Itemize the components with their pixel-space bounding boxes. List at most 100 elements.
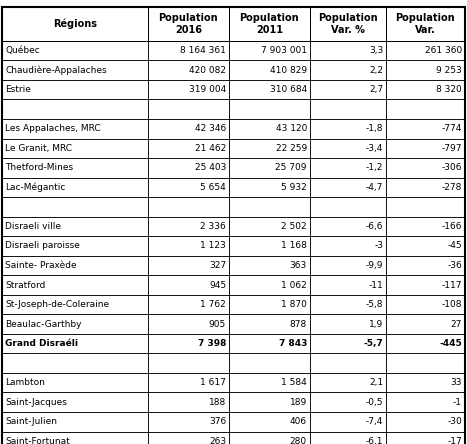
Bar [229,60,310,80]
Bar [2,353,148,373]
Bar [148,41,229,60]
Bar [386,295,465,314]
Bar [148,178,229,197]
Bar [229,197,310,217]
Bar [148,236,229,256]
Bar [229,353,310,373]
Bar [2,236,148,256]
Text: -3: -3 [374,242,383,250]
Text: -166: -166 [441,222,462,231]
Bar [386,99,465,119]
Bar [310,295,386,314]
Bar [229,353,310,373]
Text: Saint-Jacques: Saint-Jacques [5,398,67,407]
Bar [2,80,148,99]
Bar [2,373,148,392]
Text: 327: 327 [209,261,226,270]
Text: 319 004: 319 004 [189,85,226,94]
Bar [148,295,229,314]
Bar [386,119,465,139]
Bar [2,432,148,444]
Bar [148,158,229,178]
Bar [386,314,465,334]
Bar [310,119,386,139]
Bar [229,334,310,353]
Bar [386,236,465,256]
Bar [148,373,229,392]
Text: 280: 280 [290,437,307,444]
Text: 25 403: 25 403 [195,163,226,172]
Bar [2,412,148,432]
Text: Le Granit, MRC: Le Granit, MRC [5,144,72,153]
Bar [310,256,386,275]
Bar [310,334,386,353]
Text: Saint-Julien: Saint-Julien [5,417,57,426]
Bar [386,412,465,432]
Text: -11: -11 [368,281,383,289]
Text: -9,9: -9,9 [366,261,383,270]
Bar [148,334,229,353]
Bar [2,139,148,158]
Bar [229,236,310,256]
Text: Lac-Mégantic: Lac-Mégantic [5,182,65,192]
Text: 1,9: 1,9 [369,320,383,329]
Bar [148,275,229,295]
Text: -117: -117 [441,281,462,289]
Bar [148,256,229,275]
Bar [310,178,386,197]
Text: Lambton: Lambton [5,378,45,387]
Bar [386,158,465,178]
Bar [310,217,386,236]
Text: Population
2011: Population 2011 [240,13,299,35]
Bar [2,158,148,178]
Text: 2,7: 2,7 [369,85,383,94]
Text: 406: 406 [290,417,307,426]
Bar [148,60,229,80]
Bar [310,217,386,236]
Bar [229,41,310,60]
Bar [310,80,386,99]
Bar [229,236,310,256]
Bar [310,60,386,80]
Bar [148,412,229,432]
Bar [2,60,148,80]
Text: St-Joseph-de-Coleraine: St-Joseph-de-Coleraine [5,300,109,309]
Bar [386,353,465,373]
Bar [229,256,310,275]
Bar [2,80,148,99]
Text: 1 123: 1 123 [200,242,226,250]
Bar [2,217,148,236]
Bar [229,7,310,41]
Bar [148,392,229,412]
Bar [2,256,148,275]
Bar [148,392,229,412]
Text: Population
2016: Population 2016 [159,13,218,35]
Text: -5,7: -5,7 [363,339,383,348]
Bar [386,41,465,60]
Bar [386,236,465,256]
Text: 8 320: 8 320 [436,85,462,94]
Bar [148,256,229,275]
Bar [386,275,465,295]
Text: Saint-Fortunat: Saint-Fortunat [5,437,70,444]
Bar [148,99,229,119]
Text: Thetford-Mines: Thetford-Mines [5,163,73,172]
Bar [386,197,465,217]
Bar [229,334,310,353]
Bar [386,353,465,373]
Bar [148,119,229,139]
Text: 1 168: 1 168 [281,242,307,250]
Bar [310,275,386,295]
Bar [2,275,148,295]
Text: -1,2: -1,2 [366,163,383,172]
Text: -4,7: -4,7 [366,183,383,192]
Bar [229,178,310,197]
Bar [310,256,386,275]
Bar [386,412,465,432]
Bar [386,334,465,353]
Bar [386,7,465,41]
Bar [386,158,465,178]
Bar [386,139,465,158]
Bar [310,158,386,178]
Bar [229,392,310,412]
